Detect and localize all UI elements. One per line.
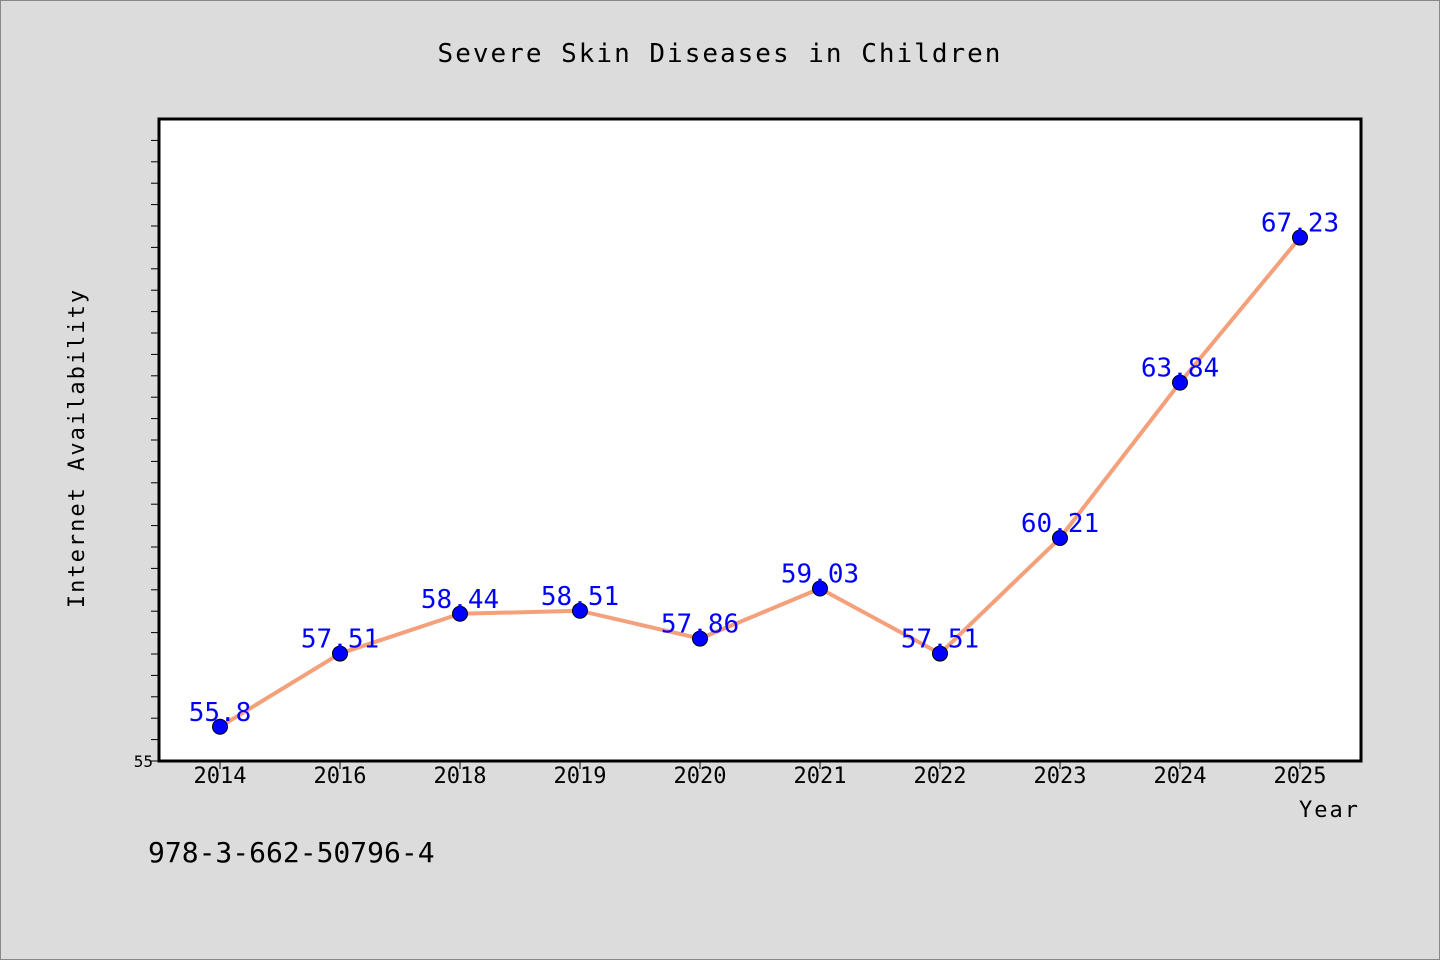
data-point bbox=[932, 645, 948, 662]
data-point bbox=[1052, 530, 1068, 547]
data-label: 59.03 bbox=[781, 560, 859, 590]
data-label: 58.51 bbox=[541, 582, 619, 612]
x-axis-ticks: 2014 2016 2018 2019 2020 2021 2022 2023 2024 2025 bbox=[194, 761, 1327, 789]
plot-area bbox=[157, 117, 1363, 763]
y-axis-ticks: 55 bbox=[134, 139, 159, 771]
x-axis-label: Year bbox=[1299, 798, 1360, 823]
data-point bbox=[1172, 374, 1188, 391]
data-label: 57.51 bbox=[301, 625, 379, 655]
x-tick-label: 2021 bbox=[794, 764, 847, 789]
x-tick-label: 2018 bbox=[434, 764, 487, 789]
x-tick-label: 2023 bbox=[1034, 764, 1087, 789]
x-tick-label: 2022 bbox=[914, 764, 967, 789]
data-label: 57.86 bbox=[661, 610, 739, 640]
data-point bbox=[332, 645, 348, 662]
series-group bbox=[212, 229, 1308, 735]
x-tick-label: 2016 bbox=[314, 764, 367, 789]
chart-title: Severe Skin Diseases in Children bbox=[438, 39, 1003, 69]
data-labels: 55.8 57.51 58.44 58.51 57.86 59.03 57.51 60.21 6… bbox=[189, 209, 1339, 728]
x-tick-label: 2024 bbox=[1154, 764, 1207, 789]
series-line bbox=[218, 236, 1302, 729]
y-tick-label: 55 bbox=[134, 752, 153, 771]
data-label: 63.84 bbox=[1141, 354, 1219, 384]
data-label: 55.8 bbox=[189, 698, 252, 728]
data-label: 67.23 bbox=[1261, 209, 1339, 239]
data-point bbox=[572, 602, 588, 619]
isbn-text: 978-3-662-50796-4 bbox=[148, 836, 435, 869]
x-tick-label: 2025 bbox=[1274, 764, 1327, 789]
data-point bbox=[812, 580, 828, 597]
data-point bbox=[452, 605, 468, 622]
data-label: 57.51 bbox=[901, 625, 979, 655]
x-tick-label: 2020 bbox=[674, 764, 727, 789]
data-label: 60.21 bbox=[1021, 509, 1099, 539]
data-label: 58.44 bbox=[421, 585, 499, 615]
data-point bbox=[1292, 229, 1308, 246]
data-point bbox=[692, 630, 708, 647]
x-tick-label: 2014 bbox=[194, 764, 247, 789]
x-tick-label: 2019 bbox=[554, 764, 607, 789]
data-point bbox=[212, 718, 228, 735]
y-axis-label: Internet Availability bbox=[65, 288, 90, 608]
